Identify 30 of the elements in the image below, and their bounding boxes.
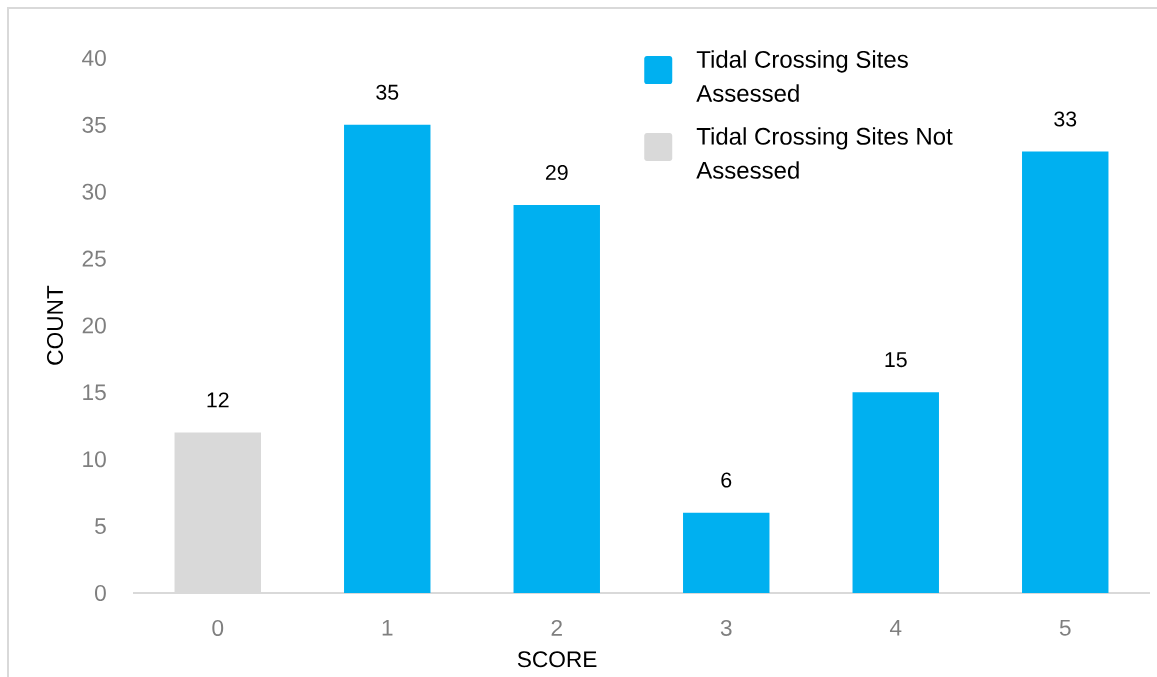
data-label: 15 (885, 352, 907, 368)
y-tick-label: 0 (95, 584, 106, 602)
x-tick-label: 0 (212, 619, 224, 636)
x-tick-label: 2 (551, 619, 562, 636)
data-label: 12 (207, 392, 229, 408)
bar (1022, 151, 1109, 593)
bar (344, 124, 431, 593)
y-tick-label: 5 (95, 518, 106, 535)
y-tick-label: 40 (82, 49, 106, 67)
y-tick-label: 30 (82, 183, 106, 200)
y-axis-title: COUNT (46, 285, 64, 365)
y-tick-label: 25 (82, 250, 106, 267)
bar (683, 512, 770, 593)
y-tick-label: 15 (83, 384, 106, 401)
y-tick-label: 20 (82, 317, 106, 334)
bar (852, 392, 939, 593)
x-tick-label: 1 (382, 619, 393, 636)
y-tick-label: 10 (83, 451, 106, 468)
data-label: 33 (1054, 111, 1077, 127)
legend-label: Tidal Crossing Sites Assessed (696, 50, 908, 102)
x-tick-label: 4 (889, 619, 902, 636)
x-tick-label: 5 (1059, 619, 1071, 636)
data-label: 35 (376, 84, 399, 100)
x-tick-label: 3 (720, 619, 732, 636)
data-label: 6 (721, 472, 732, 488)
x-axis-title: SCORE (517, 651, 597, 668)
bar (513, 205, 600, 593)
data-label: 29 (545, 164, 568, 180)
legend-label: Tidal Crossing Sites Not Assessed (696, 127, 953, 179)
y-tick-label: 35 (82, 116, 106, 133)
